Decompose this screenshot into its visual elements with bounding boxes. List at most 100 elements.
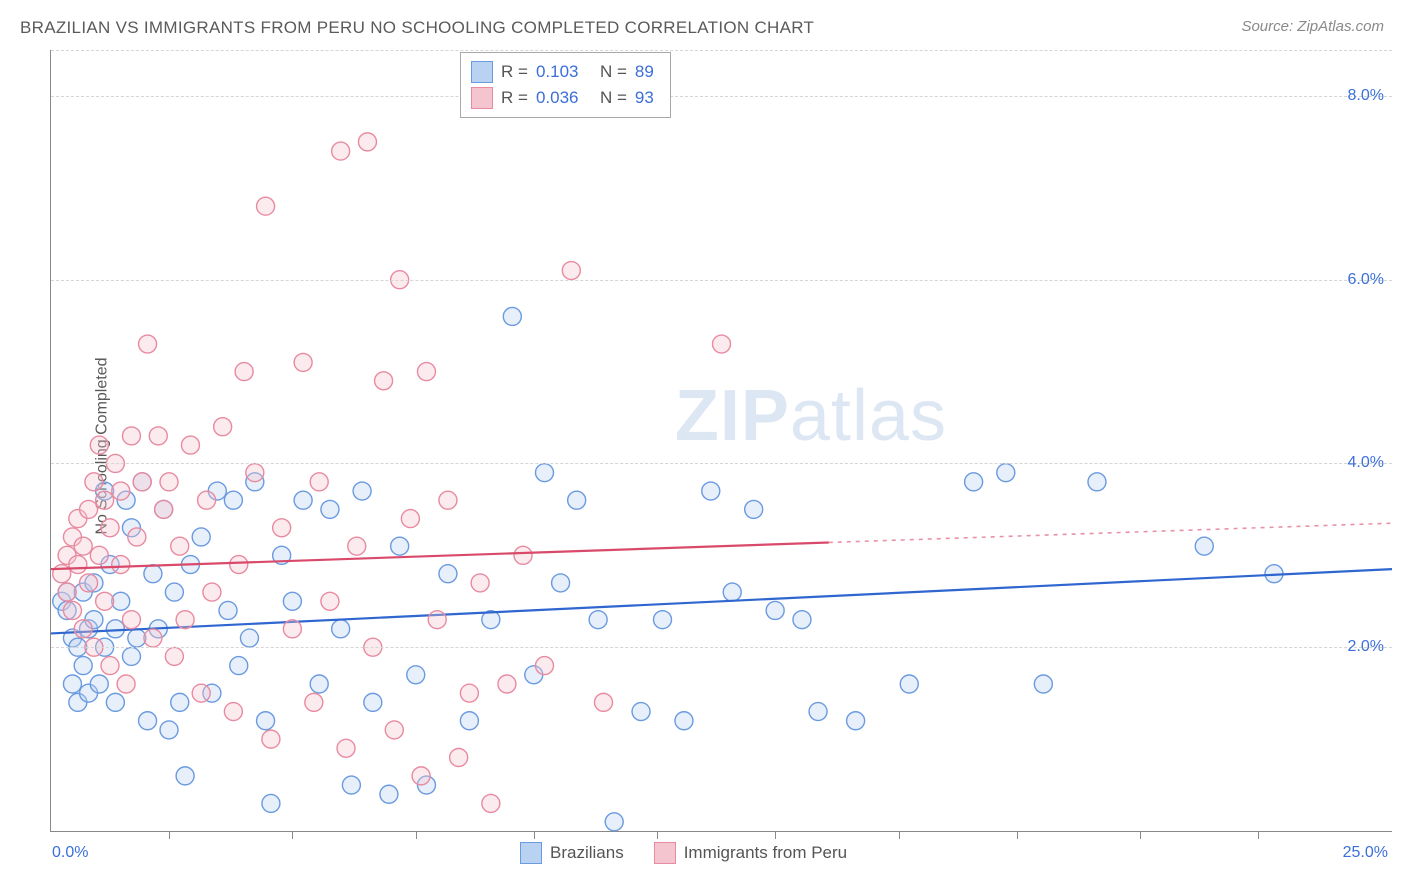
data-point [401, 510, 419, 528]
data-point [176, 611, 194, 629]
data-point [106, 620, 124, 638]
data-point [144, 629, 162, 647]
data-point [1088, 473, 1106, 491]
data-point [74, 620, 92, 638]
stat-r-label: R = [501, 62, 528, 82]
x-tick [899, 831, 900, 839]
data-point [552, 574, 570, 592]
gridline [51, 280, 1392, 281]
data-point [358, 133, 376, 151]
data-point [63, 601, 81, 619]
data-point [305, 693, 323, 711]
regression-line [51, 569, 1392, 633]
data-point [460, 712, 478, 730]
data-point [230, 556, 248, 574]
data-point [122, 611, 140, 629]
stat-r-value: 0.036 [536, 88, 592, 108]
data-point [122, 427, 140, 445]
y-tick-label: 8.0% [1342, 87, 1384, 105]
y-tick-label: 2.0% [1342, 638, 1384, 656]
data-point [192, 684, 210, 702]
data-point [375, 372, 393, 390]
gridline [51, 96, 1392, 97]
data-point [74, 537, 92, 555]
chart-title: BRAZILIAN VS IMMIGRANTS FROM PERU NO SCH… [20, 18, 814, 38]
data-point [262, 794, 280, 812]
data-point [900, 675, 918, 693]
data-point [391, 537, 409, 555]
data-point [337, 739, 355, 757]
stats-legend-box: R =0.103N =89R =0.036N =93 [460, 52, 671, 118]
data-point [310, 675, 328, 693]
data-point [353, 482, 371, 500]
legend-swatch [520, 842, 542, 864]
stat-r-value: 0.103 [536, 62, 592, 82]
legend-swatch [471, 61, 493, 83]
data-point [224, 491, 242, 509]
gridline [51, 463, 1392, 464]
data-point [364, 693, 382, 711]
data-point [332, 620, 350, 638]
data-point [128, 528, 146, 546]
data-point [246, 464, 264, 482]
data-point [101, 519, 119, 537]
data-point [230, 657, 248, 675]
data-point [294, 353, 312, 371]
data-point [321, 500, 339, 518]
data-point [53, 565, 71, 583]
x-tick [534, 831, 535, 839]
data-point [90, 436, 108, 454]
x-tick [416, 831, 417, 839]
gridline [51, 647, 1392, 648]
data-point [675, 712, 693, 730]
x-tick [1258, 831, 1259, 839]
data-point [348, 537, 366, 555]
legend-swatch [654, 842, 676, 864]
data-point [257, 197, 275, 215]
data-point [155, 500, 173, 518]
x-tick [1017, 831, 1018, 839]
x-tick [1140, 831, 1141, 839]
legend-item: Brazilians [520, 842, 624, 864]
legend-label: Brazilians [550, 843, 624, 863]
data-point [605, 813, 623, 831]
data-point [149, 427, 167, 445]
data-point [321, 592, 339, 610]
data-point [90, 675, 108, 693]
data-point [235, 363, 253, 381]
legend-swatch [471, 87, 493, 109]
data-point [723, 583, 741, 601]
x-tick [292, 831, 293, 839]
data-point [214, 418, 232, 436]
data-point [713, 335, 731, 353]
data-point [965, 473, 983, 491]
data-point [439, 565, 457, 583]
stat-n-label: N = [600, 62, 627, 82]
data-point [562, 262, 580, 280]
data-point [160, 721, 178, 739]
stat-n-label: N = [600, 88, 627, 108]
data-point [171, 537, 189, 555]
data-point [407, 666, 425, 684]
data-point [273, 519, 291, 537]
data-point [139, 712, 157, 730]
data-point [112, 556, 130, 574]
bottom-legend: BraziliansImmigrants from Peru [520, 842, 847, 864]
data-point [144, 565, 162, 583]
data-point [417, 363, 435, 381]
x-tick [169, 831, 170, 839]
data-point [106, 693, 124, 711]
y-tick-label: 4.0% [1342, 454, 1384, 472]
stat-n-value: 93 [635, 88, 654, 108]
data-point [471, 574, 489, 592]
data-point [80, 574, 98, 592]
data-point [165, 647, 183, 665]
data-point [96, 491, 114, 509]
data-point [460, 684, 478, 702]
stats-row: R =0.036N =93 [471, 85, 654, 111]
data-point [139, 335, 157, 353]
data-point [257, 712, 275, 730]
data-point [498, 675, 516, 693]
data-point [1195, 537, 1213, 555]
data-point [63, 675, 81, 693]
